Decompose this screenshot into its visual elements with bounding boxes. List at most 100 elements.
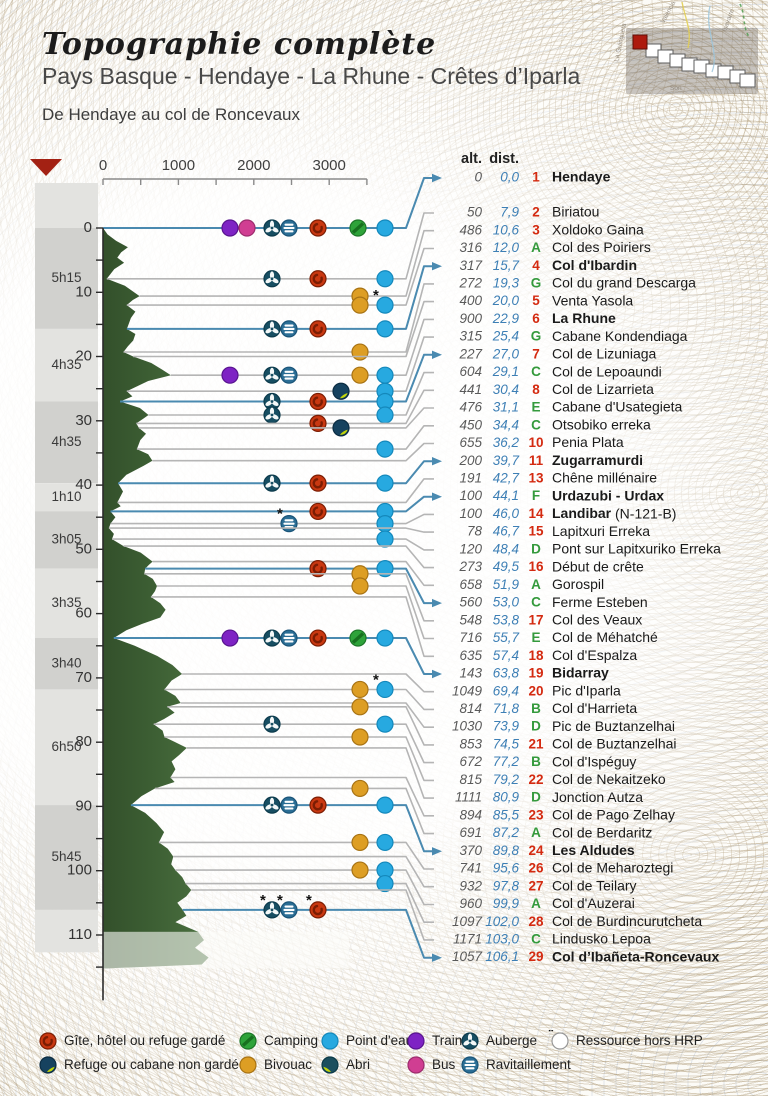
waypoint-marker: 20 [528,683,543,698]
waypoint-distance: 7,9 [500,205,519,220]
waypoint-distance: 10,6 [493,222,520,237]
waypoint-marker: 8 [532,382,540,397]
waypoint-name: Col des Veaux [552,611,642,627]
dist-tick-label: 40 [75,476,92,493]
bivouac-icon [351,698,369,716]
waypoint-line [138,407,434,429]
auberge-icon [263,320,281,338]
waypoint-distance: 15,7 [493,258,520,273]
auberge-icon [263,901,281,919]
waypoint-altitude: 227 [458,346,482,361]
waypoint-line [170,776,434,817]
table-row: 691 87,2 A Col de Berdaritz [459,824,652,840]
table-row: 100 46,0 14 Landibar (N-121-B) [459,505,676,521]
waypoint-distance: 0,0 [500,170,519,185]
waypoint-line [167,705,434,746]
waypoint-marker: 7 [532,346,540,361]
waypoint-name: Col de Lizarrieta [552,381,654,397]
stage-end-arrow [432,457,442,466]
waypoint-line [110,513,434,525]
waypoint-distance: 69,4 [493,683,519,698]
waypoint-name: Col de Pago Zelhay [552,807,675,823]
waypoint-line [152,442,434,462]
stage-band [35,909,98,953]
waypoint-marker: A [531,240,541,255]
waypoint-distance: 29,1 [492,364,519,379]
waypoint-line [182,673,434,693]
table-row: 672 77,2 B Col d'Ispéguy [459,753,636,769]
waypoint-marker: B [531,754,541,769]
waypoint-line [117,478,434,504]
waypoint-altitude: 1049 [452,683,483,698]
waypoint-marker: A [531,825,541,840]
dist-tick-label: 10 [75,283,92,300]
auberge-icon [263,270,281,288]
route-chain-segment [739,73,756,88]
train-icon [221,219,239,237]
stage-end-arrow [432,262,442,271]
waypoint-distance: 31,1 [493,400,519,415]
waypoint-altitude: 50 [467,205,483,220]
stage-band: 5h45 [35,805,98,910]
table-row: 450 34,4 C Otsobiko erreka [459,416,651,432]
camping-icon [349,219,367,237]
waypoint-altitude: 815 [459,772,482,787]
alt-tick-label: 0 [99,157,107,174]
eau-icon [376,219,394,237]
gite-icon [309,392,327,411]
table-row: 315 25,4 G Cabane Kondendiaga [459,328,687,344]
eau-icon [376,874,394,893]
waypoint-altitude: 486 [459,222,482,237]
auberge-icon [263,366,281,384]
gite-icon [309,414,327,432]
eau-icon [376,320,394,338]
bivouac-icon [351,296,369,314]
page-subtitle: De Hendaye au col de Roncevaux [42,105,300,125]
waypoint-name: Urdazubi - Urdax [552,487,664,503]
gite-icon [309,901,327,919]
stage-duration-label: 3h05 [51,532,81,547]
waypoint-marker: A [531,896,541,911]
waypoint-name: Col de Meharoztegi [552,860,673,876]
waypoint-name: Chêne millénaire [552,470,657,486]
waypoint-distance: 97,8 [493,878,520,893]
waypoint-marker: 29 [528,949,543,964]
bivouac-icon [351,577,369,595]
waypoint-distance: 89,8 [493,843,520,858]
dist-tick-label: 90 [75,797,92,814]
waypoint-distance: 80,9 [493,790,520,805]
table-row: 316 12,0 A Col des Poiriers [459,239,650,255]
waypoint-line [103,173,442,229]
waypoint-distance: 74,5 [493,736,520,751]
hors-hrp-asterisk: * [277,892,283,909]
waypoint-altitude: 716 [459,630,482,645]
waypoint-name: Col d'Ibardin [552,257,637,273]
eau-icon [376,474,394,492]
bivouac-icon [351,680,369,699]
waypoint-line [113,637,442,679]
waypoint-line [157,585,434,640]
waypoint-name: Col d’Ibañeta-Roncevaux [552,948,719,964]
eau-icon [376,680,394,699]
auberge-icon [263,392,281,411]
hors-hrp-asterisk: * [373,287,379,304]
waypoint-distance: 30,4 [493,382,519,397]
stage-band: 6h50 [35,689,98,806]
waypoint-distance: 102,0 [485,914,519,929]
waypoint-marker: 16 [528,559,544,574]
waypoint-name: Pont sur Lapitxuriko Erreka [552,541,721,557]
ravitaillement-icon [280,901,298,919]
waypoint-distance: 46,0 [493,506,520,521]
waypoint-line [133,300,434,358]
waypoint-distance: 44,1 [493,488,519,503]
start-marker-triangle [30,159,62,176]
waypoint-marker: E [531,630,540,645]
inset-place-label: Son [670,85,682,92]
hors-hrp-asterisk: * [260,892,266,909]
table-row: 655 36,2 10 Penia Plata [459,434,623,450]
inset-trail [739,3,751,39]
waypoint-altitude: 932 [459,878,482,893]
table-row: 1030 73,9 D Pic de Buztanzelhai [452,718,675,734]
waypoint-altitude: 560 [459,595,482,610]
